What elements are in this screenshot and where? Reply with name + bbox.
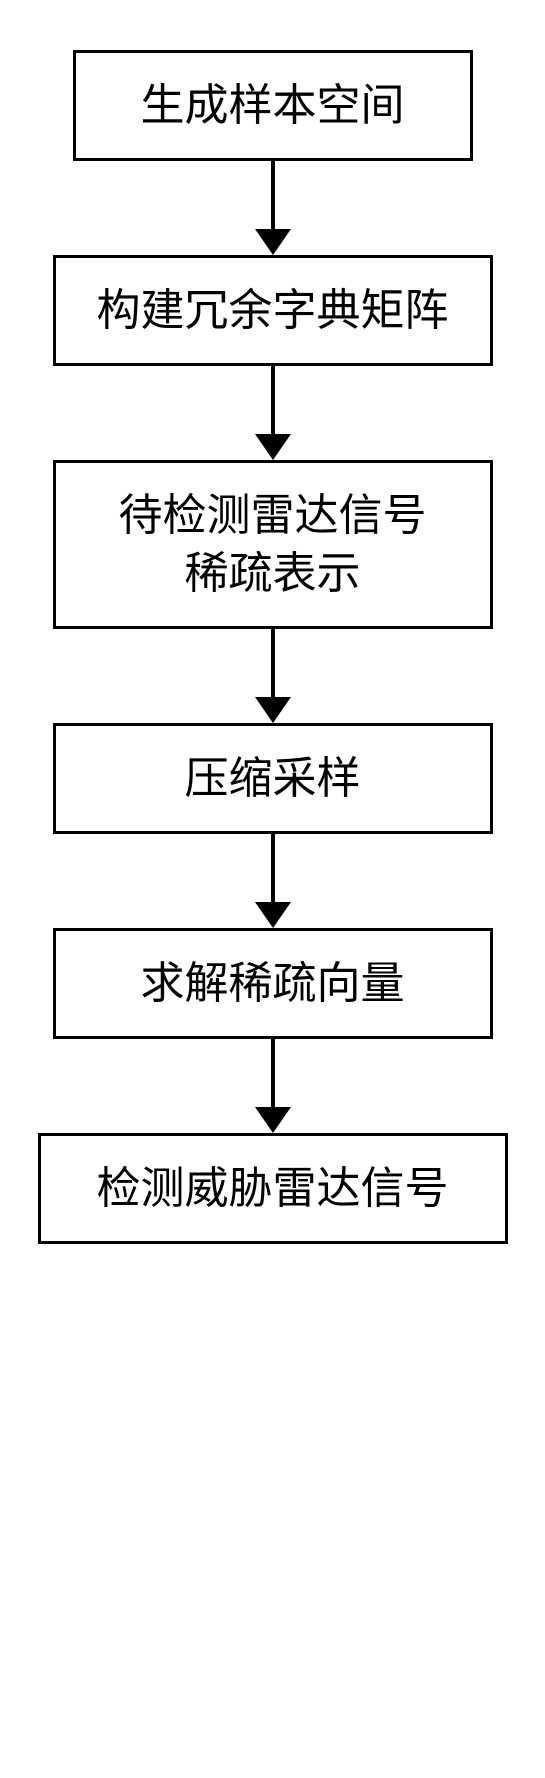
arrow-down xyxy=(255,629,291,723)
flowchart-container: 生成样本空间构建冗余字典矩阵待检测雷达信号稀疏表示压缩采样求解稀疏向量检测威胁雷… xyxy=(38,50,508,1244)
arrow-line xyxy=(271,161,275,229)
arrow-down xyxy=(255,366,291,460)
box-text: 稀疏表示 xyxy=(185,545,361,602)
arrow-head-icon xyxy=(255,902,291,928)
arrow-head-icon xyxy=(255,229,291,255)
arrow-line xyxy=(271,1039,275,1107)
arrow-down xyxy=(255,161,291,255)
box-text: 生成样本空间 xyxy=(141,77,405,134)
box-text: 求解稀疏向量 xyxy=(141,955,405,1012)
flowchart-box-box5: 求解稀疏向量 xyxy=(53,928,493,1039)
arrow-down xyxy=(255,1039,291,1133)
arrow-head-icon xyxy=(255,1107,291,1133)
arrow-down xyxy=(255,834,291,928)
box-text: 构建冗余字典矩阵 xyxy=(97,282,449,339)
box-text: 待检测雷达信号 xyxy=(119,487,427,544)
arrow-head-icon xyxy=(255,434,291,460)
box-text: 检测威胁雷达信号 xyxy=(97,1160,449,1217)
flowchart-box-box1: 生成样本空间 xyxy=(73,50,473,161)
arrow-line xyxy=(271,834,275,902)
flowchart-box-box4: 压缩采样 xyxy=(53,723,493,834)
arrow-line xyxy=(271,366,275,434)
flowchart-box-box2: 构建冗余字典矩阵 xyxy=(53,255,493,366)
arrow-line xyxy=(271,629,275,697)
flowchart-box-box3: 待检测雷达信号稀疏表示 xyxy=(53,460,493,628)
arrow-head-icon xyxy=(255,697,291,723)
flowchart-box-box6: 检测威胁雷达信号 xyxy=(38,1133,508,1244)
box-text: 压缩采样 xyxy=(185,750,361,807)
